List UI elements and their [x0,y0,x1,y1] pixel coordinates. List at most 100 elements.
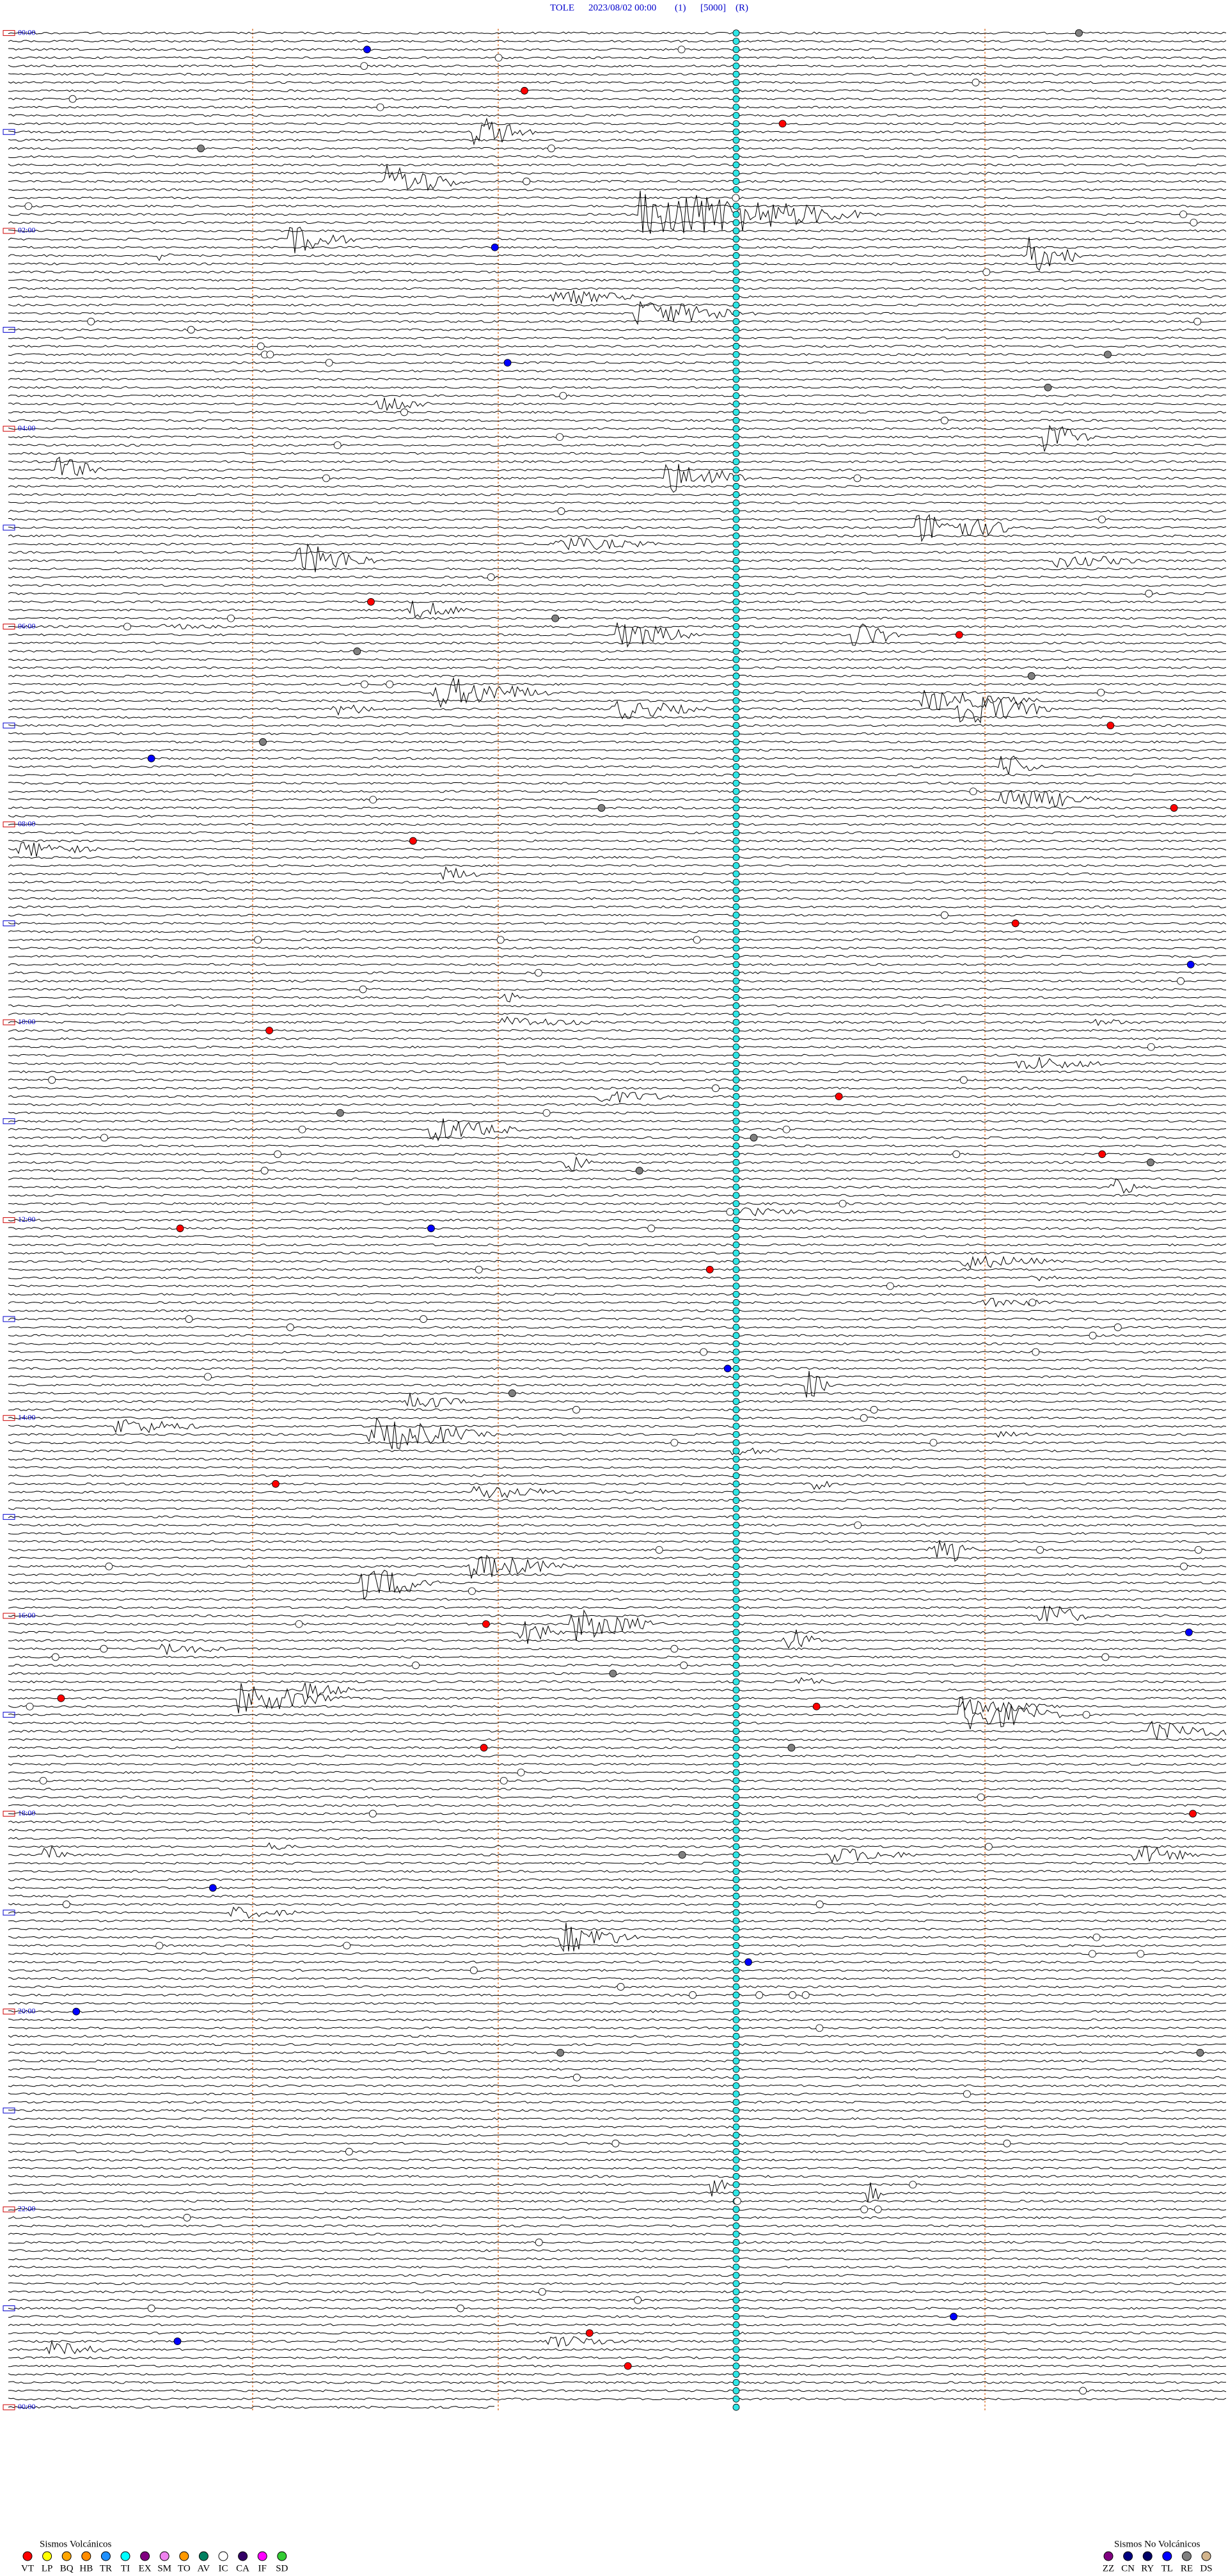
marker-dot [732,2313,740,2320]
marker-dot [732,392,740,400]
marker-dot [732,1876,740,1883]
marker-dot [732,747,740,754]
marker-dot [732,1364,740,1372]
legend-marker [159,2551,169,2561]
marker-dot [732,1175,740,1183]
event [572,1405,580,1414]
trace [8,1886,1227,1890]
marker-dot [732,450,740,457]
trace [8,1906,1227,1919]
event [556,2049,565,2057]
trace [8,361,1227,365]
marker-dot [732,804,740,812]
trace [8,1515,1227,1519]
trace [8,2158,1226,2161]
marker-dot [732,647,740,655]
trace [8,1944,1227,1947]
marker-dot [732,730,740,738]
marker-dot [732,977,740,985]
marker-dot [732,2041,740,2048]
trace [8,1317,1227,1321]
hour-box [3,2305,15,2312]
event [744,1958,752,1966]
trace [8,2298,1227,2302]
marker-dot [732,2156,740,2163]
hour-box [3,425,15,432]
event [750,1134,758,1142]
trace [8,262,1227,265]
trace [8,1393,1227,1408]
marker-dot [732,1192,740,1199]
event [336,1109,344,1117]
trace [8,2092,1227,2096]
marker-dot [732,1612,740,1620]
scale: [5000] [700,3,726,13]
marker-dot [732,944,740,952]
marker-dot [732,598,740,606]
event [386,680,394,688]
event [670,1645,679,1653]
marker-dot [732,1728,740,1735]
marker-dot [732,1546,740,1554]
trace [8,1255,1227,1269]
trace [8,1540,1227,1562]
event [815,1900,824,1908]
event [547,145,555,152]
trace [8,2406,495,2409]
trace [8,1605,1227,1622]
trace [8,1554,1227,1579]
marker-dot [732,1529,740,1537]
marker-dot [732,2165,740,2172]
legend-code: SD [276,2563,288,2573]
event [360,62,368,70]
event [778,120,787,128]
event [353,647,361,656]
marker-dot [732,1076,740,1084]
marker-dot [732,2321,740,2328]
legend-code: TI [121,2563,130,2573]
trace [8,1556,1227,1560]
trace [8,386,1227,389]
channel: (1) [675,3,686,13]
legend-marker [277,2551,287,2561]
event [1097,688,1105,697]
event [209,1884,217,1892]
trace [8,806,1227,810]
event [369,796,377,804]
event [227,614,235,622]
trace [8,279,1227,282]
trace [8,938,1227,942]
trace [8,456,1227,477]
mode: (R) [736,3,748,13]
event [147,2304,155,2312]
legend-code: VT [21,2563,34,2573]
trace [8,2381,1227,2384]
marker-dot [732,87,740,95]
marker-dot [732,1892,740,1900]
event [254,936,262,944]
marker-dot [732,2395,740,2403]
station: TOLE [550,3,574,13]
marker-dot [732,1835,740,1842]
trace [8,2307,1227,2310]
legend-code: LP [42,2563,53,2573]
trace [8,1325,1227,1329]
trace [8,369,1227,373]
trace [8,1698,1227,1714]
hour-label: 18:00 [18,1808,35,1817]
marker-dot [732,1340,740,1348]
trace [8,1977,1227,1980]
marker-dot [732,870,740,878]
trace [8,755,1227,775]
event [363,45,371,54]
trace [8,841,1227,857]
trace [8,658,1227,661]
trace [8,1119,1227,1123]
marker-dot [732,1620,740,1628]
event [655,1545,663,1554]
trace [8,567,1227,571]
trace [8,2336,1227,2348]
event [475,1265,483,1274]
event [325,359,333,367]
trace [8,716,1227,719]
